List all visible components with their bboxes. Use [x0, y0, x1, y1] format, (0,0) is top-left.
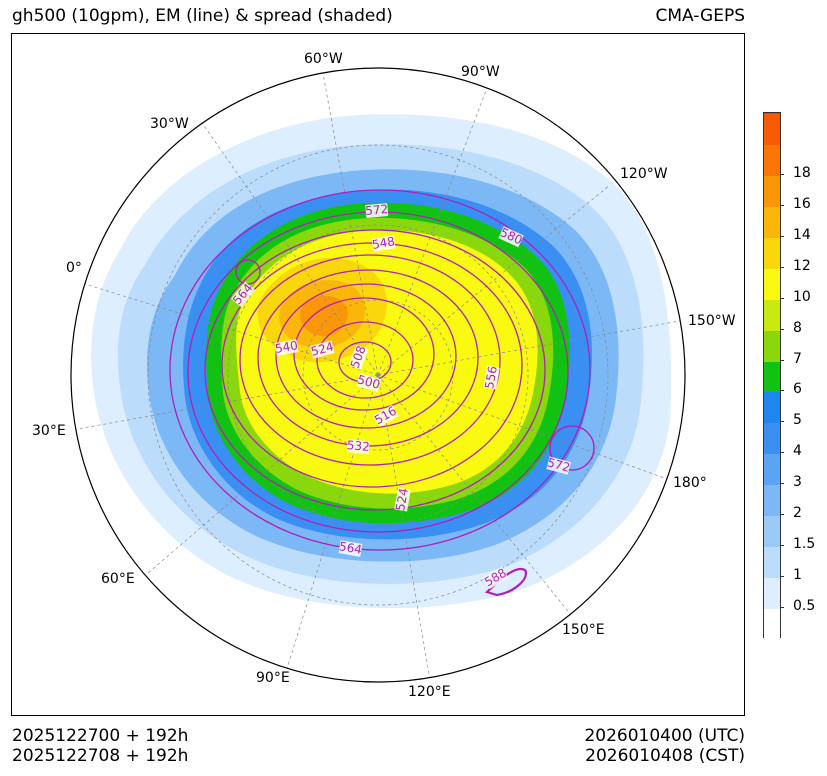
graticule	[71, 68, 685, 681]
longitude-label: 150°E	[562, 622, 605, 638]
colorbar-tick	[780, 483, 784, 485]
contour-label: 572	[365, 202, 389, 218]
colorbar-label: 16	[793, 195, 811, 212]
colorbar-label: 2	[793, 505, 802, 522]
colorbar-label: 14	[793, 226, 811, 243]
colorbar-tick	[780, 173, 784, 175]
colorbar-segment	[764, 329, 780, 362]
colorbar-segment	[764, 143, 780, 176]
svg-text:564: 564	[338, 539, 363, 557]
colorbar-tick	[780, 421, 784, 423]
colorbar-tick	[780, 607, 784, 609]
colorbar-segment	[764, 391, 780, 424]
svg-text:532: 532	[346, 438, 370, 454]
colorbar-tick	[780, 266, 784, 268]
colorbar-label: 6	[793, 381, 802, 398]
colorbar-tick	[780, 514, 784, 516]
colorbar-label: 0.5	[793, 598, 816, 615]
contour-label: 500	[356, 372, 382, 391]
colorbar-label: 4	[793, 443, 802, 460]
colorbar-segment	[764, 113, 780, 145]
colorbar-label: 7	[793, 350, 802, 367]
longitude-label: 150°W	[688, 313, 736, 329]
svg-text:500: 500	[356, 372, 382, 391]
colorbar-label: 12	[793, 257, 811, 274]
colorbar-segment	[764, 205, 780, 238]
model-name: CMA-GEPS	[655, 6, 745, 26]
chart-title: gh500 (10gpm), EM (line) & spread (shade…	[12, 6, 393, 26]
colorbar-segment	[764, 236, 780, 269]
svg-text:572: 572	[546, 455, 572, 474]
colorbar	[763, 112, 781, 639]
colorbar-tick	[780, 328, 784, 330]
longitude-label: 90°E	[256, 670, 290, 686]
colorbar-segment	[764, 267, 780, 300]
colorbar-tick	[780, 545, 784, 547]
colorbar-segment	[764, 422, 780, 455]
colorbar-label: 1	[793, 567, 802, 584]
colorbar-label: 8	[793, 319, 802, 336]
colorbar-segment	[764, 360, 780, 393]
svg-text:556: 556	[482, 365, 500, 390]
colorbar-tick	[780, 390, 784, 392]
colorbar-tick	[780, 235, 784, 237]
svg-text:524: 524	[393, 487, 411, 512]
map-boundary	[70, 67, 686, 683]
spread-16	[300, 295, 348, 337]
longitude-label: 30°E	[32, 423, 66, 439]
colorbar-tick	[780, 359, 784, 361]
map-frame	[11, 33, 745, 716]
colorbar-segment	[764, 608, 780, 639]
longitude-label: 60°W	[304, 51, 343, 67]
svg-text:524: 524	[309, 339, 335, 358]
contour-label: 572	[546, 455, 572, 474]
colorbar-segment	[764, 577, 780, 610]
contour-label: 540	[274, 338, 299, 356]
valid-time-cst: 2026010408 (CST)	[585, 746, 745, 766]
svg-text:572: 572	[365, 202, 389, 218]
colorbar-segment	[764, 453, 780, 486]
colorbar-label: 5	[793, 412, 802, 429]
colorbar-label: 10	[793, 288, 811, 305]
longitude-label: 120°E	[408, 684, 451, 700]
longitude-label: 120°W	[620, 166, 668, 182]
valid-time-utc: 2026010400 (UTC)	[584, 726, 745, 746]
longitude-label: 0°	[66, 260, 82, 276]
longitude-label: 90°W	[461, 64, 500, 80]
longitude-label: 180°	[673, 475, 707, 491]
colorbar-segment	[764, 174, 780, 207]
colorbar-tick	[780, 204, 784, 206]
colorbar-tick	[780, 452, 784, 454]
colorbar-tick	[780, 576, 784, 578]
colorbar-label: 18	[793, 164, 811, 181]
colorbar-tick	[780, 297, 784, 299]
colorbar-segment	[764, 298, 780, 331]
contour-label: 548	[371, 234, 396, 252]
longitude-label: 60°E	[101, 571, 135, 587]
contour-label: 532	[346, 438, 370, 454]
colorbar-label: 1.5	[793, 536, 816, 553]
colorbar-segment	[764, 515, 780, 548]
contour-label: 524	[309, 339, 335, 358]
svg-text:548: 548	[371, 234, 396, 252]
longitude-label: 30°W	[150, 116, 189, 132]
longitude-labels: 60°W 90°W 30°W 120°W 0° 150°W 30°E 180° 60°E 150°…	[32, 51, 736, 700]
contour-label: 564	[338, 539, 363, 557]
contour-label: 524	[393, 487, 411, 512]
svg-text:540: 540	[274, 338, 299, 356]
colorbar-segment	[764, 546, 780, 579]
init-time-cst: 2025122708 + 192h	[12, 746, 189, 766]
colorbar-segment	[764, 484, 780, 517]
colorbar-label: 3	[793, 474, 802, 491]
contour-label: 556	[482, 365, 500, 390]
init-time-utc: 2025122700 + 192h	[12, 726, 189, 746]
